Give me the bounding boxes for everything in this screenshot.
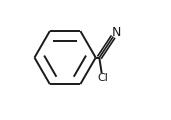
Text: N: N xyxy=(111,26,121,39)
Text: Cl: Cl xyxy=(97,73,108,83)
